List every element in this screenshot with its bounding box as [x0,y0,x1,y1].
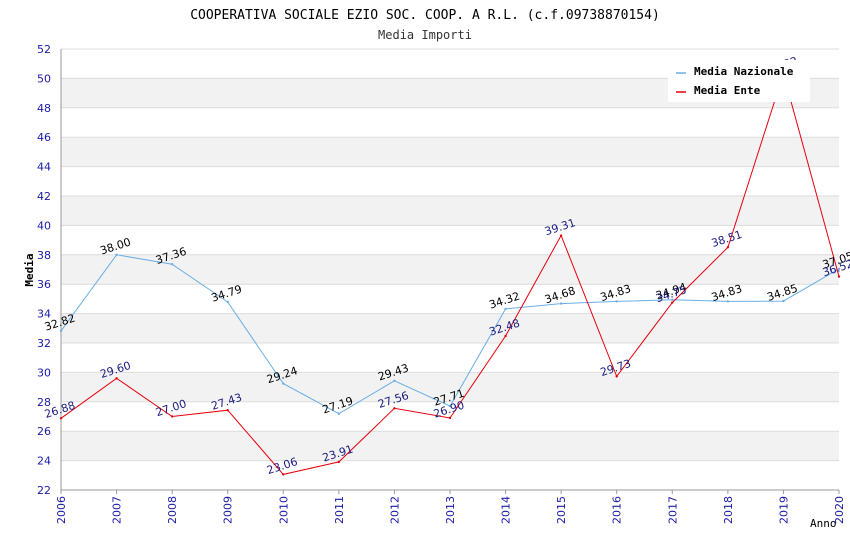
plot-band [61,137,839,167]
x-tick-label: 2006 [55,496,68,524]
data-label: 34.85 [765,282,799,304]
x-axis-ticks: 2006 2007 2008 2009 2010 2011 2012 2013 2014 2015… [55,490,846,524]
y-tick-label: 52 [37,43,51,56]
x-tick-label: 2011 [333,496,346,524]
data-point [226,408,229,412]
y-tick-label: 48 [37,102,51,115]
data-point [170,263,174,266]
data-point [337,460,341,464]
x-tick-label: 2020 [833,496,846,524]
chart-title: COOPERATIVA SOCIALE EZIO SOC. COOP. A R.… [190,8,660,23]
x-tick-label: 2009 [222,496,235,524]
y-tick-label: 26 [37,425,51,438]
y-tick-label: 44 [37,161,51,174]
x-tick-label: 2016 [611,496,624,524]
x-tick-label: 2010 [277,496,290,524]
x-tick-label: 2012 [388,496,401,524]
plot-bands [61,78,839,461]
data-point [393,379,396,382]
data-point [115,253,118,256]
data-point [726,300,730,303]
y-tick-label: 30 [37,366,51,379]
data-point [615,375,618,378]
y-tick-label: 40 [37,219,51,232]
y-tick-label: 42 [37,190,51,203]
x-tick-label: 2007 [111,496,124,524]
data-point [226,300,229,304]
x-tick-label: 2018 [722,496,735,524]
legend-label-media-ente: Media Ente [694,84,761,97]
data-point [282,473,285,476]
plot-band [61,431,839,461]
data-label: 38.51 [710,228,744,250]
y-axis-ticks: 22 24 26 28 30 32 34 36 38 40 42 44 46 48 50 52 [37,43,51,497]
data-point [337,412,341,415]
data-point [504,307,507,311]
data-point [559,302,563,305]
data-point [504,334,507,338]
x-tick-label: 2015 [555,496,568,524]
y-tick-label: 36 [37,278,51,291]
data-point [726,246,730,249]
data-point [448,404,452,408]
y-tick-label: 50 [37,72,51,85]
data-label: 38.00 [99,235,133,257]
series-lines [59,71,841,476]
y-tick-label: 32 [37,337,51,350]
data-label: 34.75 [654,283,688,305]
plot-band [61,196,839,226]
x-tick-label: 2017 [666,496,679,524]
data-point [282,382,285,385]
data-point [671,298,674,301]
data-point [448,416,452,420]
y-tick-label: 22 [37,484,51,497]
data-point [615,300,618,303]
x-tick-label: 2008 [166,496,179,524]
legend: Media Nazionale Media Ente [668,60,810,102]
y-tick-label: 28 [37,396,51,409]
y-tick-label: 34 [37,308,51,321]
y-axis-label: Media [23,253,36,286]
plot-band [61,254,839,285]
x-tick-label: 2013 [444,496,457,524]
data-point [559,234,563,237]
data-point [782,299,785,303]
plot-band [61,372,839,402]
legend-box [668,60,810,102]
y-tick-label: 46 [37,131,51,144]
data-point [837,267,841,270]
chart-subtitle: Media Importi [378,28,472,42]
y-tick-label: 38 [37,249,51,262]
data-point [170,415,174,418]
data-point [393,407,396,410]
x-tick-label: 2019 [777,496,790,524]
legend-label-media-nazionale: Media Nazionale [694,65,794,78]
data-label: 34.83 [710,282,744,304]
data-point [837,275,841,278]
data-point [671,301,674,304]
x-tick-label: 2014 [500,496,513,524]
x-axis-label: Anno [810,517,837,530]
data-point [59,329,63,333]
data-point [59,417,63,420]
plot-band [61,313,839,343]
data-point [115,377,118,380]
y-tick-label: 24 [37,455,51,468]
